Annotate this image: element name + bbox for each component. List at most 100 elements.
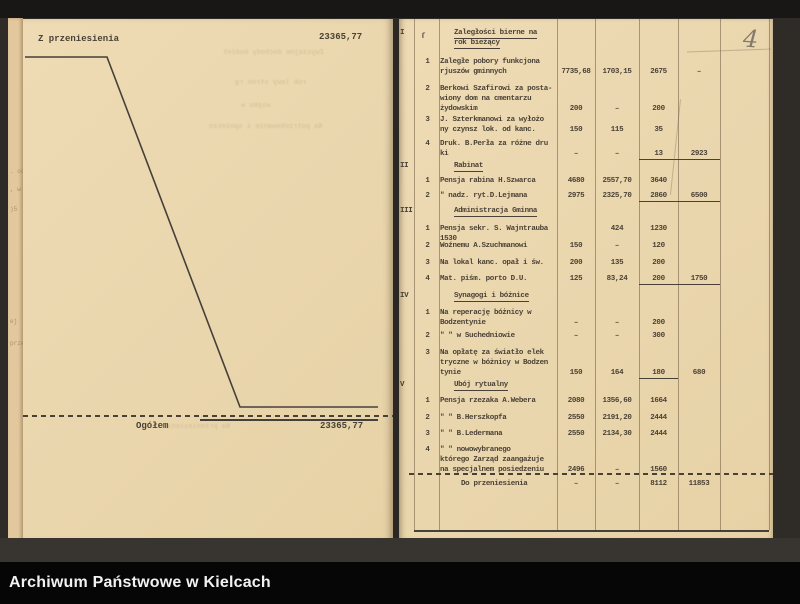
amount-cell: – xyxy=(614,466,620,474)
row-description: Zaległe pobory funkcjona rjuszów gminnyc… xyxy=(440,58,540,76)
amount-cell: 150 xyxy=(569,369,583,377)
archive-name-label: Archiwum Państwowe w Kielcach xyxy=(9,574,271,591)
amount-cell: 200 xyxy=(652,105,665,113)
row-number: 4 xyxy=(425,140,430,148)
amount-cell: 2325,70 xyxy=(602,192,632,200)
amount-cell: 2557,70 xyxy=(602,177,632,185)
ghost-text-fragment: rok lewy stron rg xyxy=(235,79,307,87)
amount-cell: – xyxy=(614,150,620,158)
table-column-rule xyxy=(414,19,415,530)
ghost-text-fragment: Zwyczajne dochody budżet xyxy=(223,49,324,57)
row-number: 1 xyxy=(425,177,430,185)
amount-cell: 300 xyxy=(652,332,665,340)
amount-cell: 2134,30 xyxy=(602,430,632,438)
dashed-rule xyxy=(409,473,773,475)
row-description: " " w Suchedniowie xyxy=(440,332,515,340)
section-title: Zaległości bierne na rok bieżący xyxy=(454,28,537,49)
row-description: Druk. B.Perła za różne dru ki xyxy=(440,140,548,158)
table-column-rule xyxy=(639,19,640,530)
section-title: Synagogi i bóżnice xyxy=(454,291,529,302)
photo-top-border xyxy=(0,0,800,18)
table-column-rule xyxy=(769,19,770,530)
table-column-rule xyxy=(557,19,558,530)
paper-crease xyxy=(687,48,771,53)
amount-cell: 680 xyxy=(692,369,706,377)
page-gutter xyxy=(393,19,399,541)
table-column-rule xyxy=(439,19,440,530)
cancellation-strike-line xyxy=(25,56,378,408)
table-bottom-rule xyxy=(414,530,769,532)
amount-cell: 4680 xyxy=(567,177,585,185)
row-number: 1 xyxy=(425,58,430,66)
total-rule xyxy=(200,419,378,421)
section-title: Ubój rytualny xyxy=(454,380,508,391)
row-description: J. Szterkmanowi za wyłożo ny czynsz lok.… xyxy=(440,116,544,134)
amount-cell: 7735,68 xyxy=(561,68,591,76)
footer-amount-cell: 8112 xyxy=(650,480,667,488)
amount-cell: 6500 xyxy=(678,191,720,202)
section-roman-numeral: II xyxy=(400,162,409,170)
total-value: 23365,77 xyxy=(320,421,364,431)
row-description: Na opłatę za światło elek tryczne w bóżn… xyxy=(440,349,548,377)
row-description: " " nowowybranego którego Zarząd zaangaż… xyxy=(440,446,544,474)
row-number: 3 xyxy=(425,430,430,438)
amount-cell: 2191,20 xyxy=(602,414,632,422)
amount-cell: 35 xyxy=(654,126,663,134)
amount-cell: 200 xyxy=(569,259,583,267)
amount-cell: 2975 xyxy=(567,192,585,200)
amount-cell: 115 xyxy=(610,126,624,134)
row-number: 2 xyxy=(425,192,430,200)
section-title-text: Administracja Gminna xyxy=(454,207,538,217)
footer-amount-cell: 11853 xyxy=(688,480,710,488)
amount-cell: 1560 xyxy=(650,466,667,474)
section-title-text: Synagogi i bóżnice xyxy=(454,292,529,302)
section-title-text: Rabinat xyxy=(454,162,484,172)
table-column-rule xyxy=(678,19,679,530)
amount-cell: 200 xyxy=(652,319,665,327)
amount-cell: 1750 xyxy=(678,274,720,285)
amount-cell: 150 xyxy=(569,126,583,134)
row-description: " nadz. ryt.D.Lejmana xyxy=(440,192,528,200)
amount-cell: 2550 xyxy=(567,414,585,422)
section-roman-numeral: IV xyxy=(400,292,409,300)
left-document-page: Z przeniesienia 23365,77 Ogółem 23365,77… xyxy=(23,19,393,541)
amount-cell: 2080 xyxy=(567,397,585,405)
row-number: 3 xyxy=(425,116,430,124)
amount-cell: 2923 xyxy=(678,149,720,160)
amount-cell: 3640 xyxy=(650,177,667,185)
dashed-rule xyxy=(23,415,393,417)
section-title: Rabinat xyxy=(454,161,484,172)
table-column-rule xyxy=(595,19,596,530)
margin-text-fragment: . od xyxy=(10,168,25,175)
amount-cell: 1664 xyxy=(650,397,667,405)
footer-label: Do przeniesienia xyxy=(461,480,528,488)
amount-cell: – xyxy=(573,319,579,327)
amount-cell: 1230 xyxy=(650,225,667,233)
row-description: " " B.Ledermana xyxy=(440,430,503,438)
amount-cell: 200 xyxy=(652,259,665,267)
ghost-text-fragment: więku w xyxy=(241,102,271,110)
adjacent-page-strip: . od , w)5 ej prze xyxy=(8,18,25,559)
amount-cell: 120 xyxy=(652,242,665,250)
amount-cell: 83,24 xyxy=(606,275,628,283)
amount-cell: 150 xyxy=(569,242,583,250)
section-number-mark: ſ xyxy=(421,33,426,41)
archive-caption-bar: Archiwum Państwowe w Kielcach xyxy=(0,562,800,604)
row-number: 1 xyxy=(425,309,430,317)
row-number: 3 xyxy=(425,349,430,357)
row-description: " " B.Herszkopfa xyxy=(440,414,507,422)
amount-cell: 2550 xyxy=(567,430,585,438)
margin-text-fragment: ej xyxy=(10,318,18,325)
amount-cell: – xyxy=(573,332,579,340)
total-label: Ogółem xyxy=(136,421,169,431)
carry-over-label: Z przeniesienia xyxy=(38,34,120,44)
amount-cell: 2444 xyxy=(650,414,667,422)
row-number: 1 xyxy=(425,225,430,233)
photo-backdrop xyxy=(0,538,800,564)
ghost-text-fragment: Na potrzebowanie i społeczn xyxy=(209,123,323,131)
row-number: 3 xyxy=(425,259,430,267)
amount-cell: 200 xyxy=(569,105,583,113)
row-description: Pensja sekr. S. Wajntrauba 1530 xyxy=(440,225,548,243)
row-description: Na lokal kanc. opał i św. xyxy=(440,259,544,267)
row-number: 2 xyxy=(425,414,430,422)
